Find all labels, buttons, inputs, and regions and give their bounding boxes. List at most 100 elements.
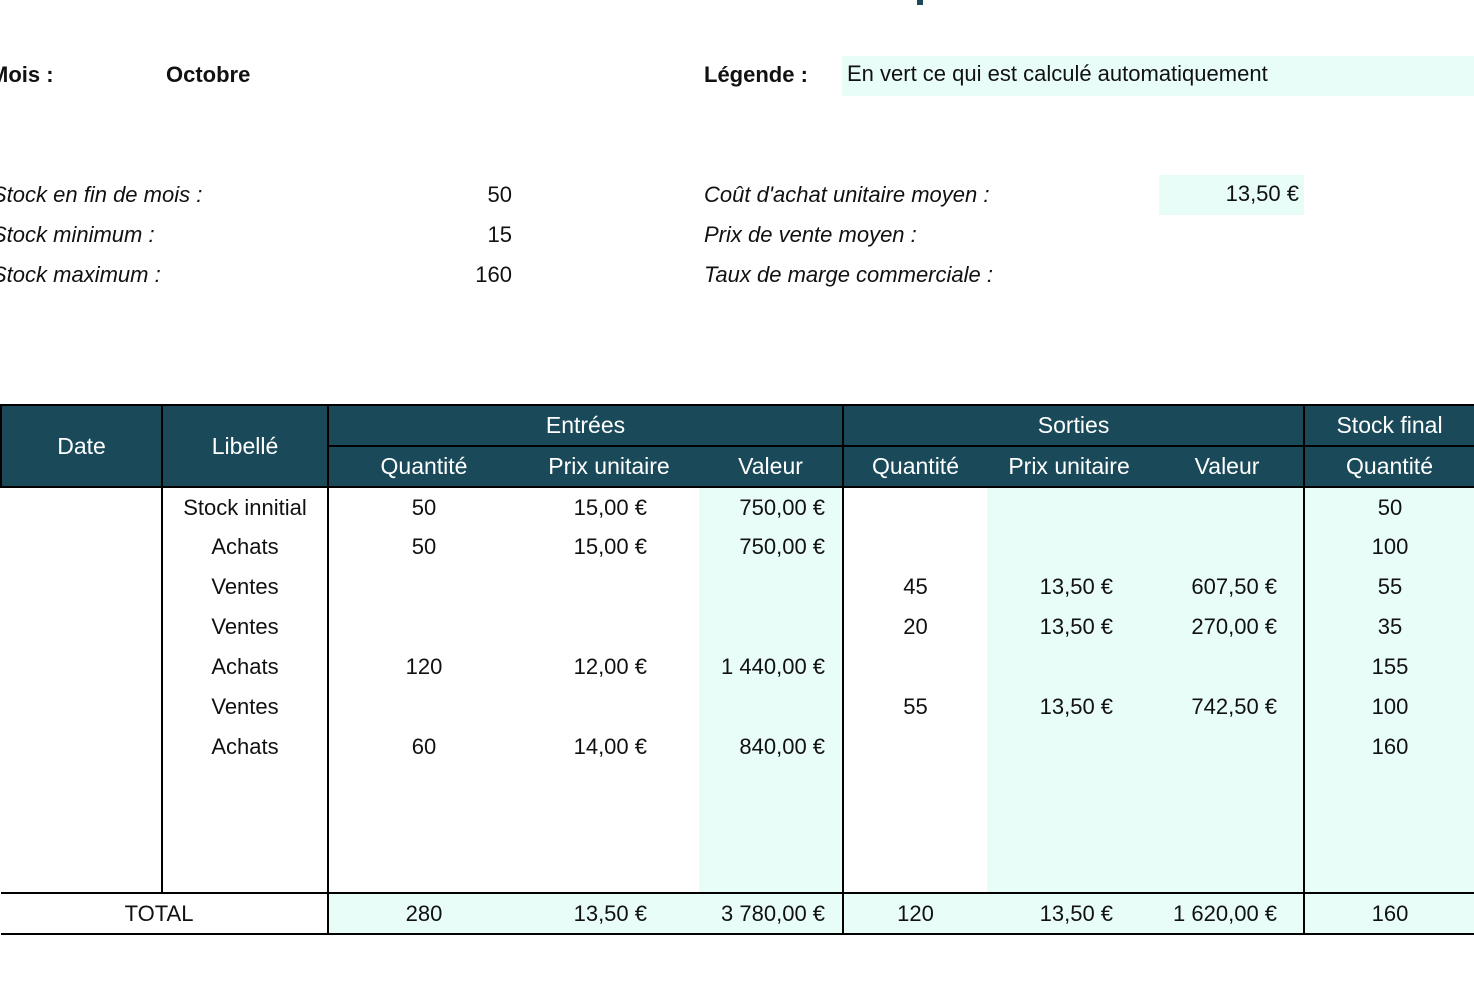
cell-e-qty[interactable]: 50 bbox=[327, 487, 519, 527]
cell-s-prix[interactable] bbox=[987, 727, 1152, 767]
cell-stock[interactable]: 100 bbox=[1303, 687, 1474, 727]
cell-stock[interactable]: 55 bbox=[1303, 567, 1474, 607]
empty-cell[interactable] bbox=[1, 767, 162, 893]
cell-date[interactable] bbox=[1, 607, 162, 647]
stock-max-value[interactable]: 160 bbox=[475, 262, 512, 287]
title-fragment bbox=[917, 0, 923, 5]
cell-e-qty[interactable]: 120 bbox=[327, 647, 519, 687]
cell-date[interactable] bbox=[1, 487, 162, 527]
cell-e-prix[interactable] bbox=[519, 687, 699, 727]
stock-fin-label: Stock en fin de mois : bbox=[0, 182, 203, 207]
cell-e-prix[interactable]: 12,00 € bbox=[573, 654, 647, 679]
cell-s-val[interactable] bbox=[1151, 647, 1305, 687]
cell-e-qty[interactable] bbox=[327, 567, 519, 607]
header-sorties: Sorties bbox=[842, 404, 1306, 447]
header-entrees: Entrées bbox=[326, 404, 845, 447]
cell-stock[interactable]: 100 bbox=[1303, 527, 1474, 567]
empty-cell[interactable] bbox=[327, 767, 519, 893]
cell-s-qty[interactable]: 55 bbox=[842, 687, 988, 727]
stock-fin-value[interactable]: 50 bbox=[487, 182, 512, 207]
cell-s-val[interactable]: 742,50 € bbox=[1151, 687, 1305, 727]
table-row: Achats 50 15,00 € 750,00 € 100 bbox=[1, 527, 1474, 567]
cell-s-val[interactable] bbox=[1151, 527, 1305, 567]
cell-s-qty[interactable]: 45 bbox=[842, 567, 988, 607]
cell-s-prix[interactable]: 13,50 € bbox=[987, 567, 1152, 607]
cell-s-prix[interactable] bbox=[987, 487, 1152, 527]
cell-date[interactable] bbox=[1, 687, 162, 727]
cell-e-val[interactable] bbox=[699, 687, 844, 727]
cell-e-val[interactable]: 750,00 € bbox=[699, 487, 844, 527]
table-row: Ventes 55 13,50 €742,50 €100 bbox=[1, 687, 1474, 727]
total-stock: 160 bbox=[1303, 892, 1474, 935]
cell-libelle[interactable]: Achats bbox=[161, 527, 328, 567]
total-e-prix: 13,50 € bbox=[519, 892, 699, 935]
cell-libelle[interactable]: Ventes bbox=[161, 567, 328, 607]
empty-cell[interactable] bbox=[1303, 767, 1474, 893]
cell-e-val[interactable] bbox=[699, 607, 844, 647]
table-row: Ventes 45 13,50 €607,50 €55 bbox=[1, 567, 1474, 607]
cell-s-prix[interactable] bbox=[987, 527, 1152, 567]
cell-e-prix[interactable]: 15,00 € bbox=[573, 494, 647, 520]
cell-libelle[interactable]: Stock innitial bbox=[161, 487, 328, 527]
cell-stock[interactable]: 35 bbox=[1303, 607, 1474, 647]
cell-e-val[interactable]: 750,00 € bbox=[699, 527, 844, 567]
empty-cell[interactable] bbox=[699, 767, 844, 893]
header-sorties-valeur: Valeur bbox=[1151, 445, 1306, 488]
cell-e-qty[interactable] bbox=[327, 687, 519, 727]
cell-stock[interactable]: 160 bbox=[1303, 727, 1474, 767]
cell-s-qty[interactable] bbox=[842, 647, 988, 687]
cell-s-val[interactable] bbox=[1151, 727, 1305, 767]
cell-s-prix[interactable]: 13,50 € bbox=[987, 607, 1152, 647]
cell-e-prix[interactable]: 15,00 € bbox=[573, 534, 647, 559]
empty-cell[interactable] bbox=[519, 767, 699, 893]
prix-vente-label: Prix de vente moyen : bbox=[704, 222, 917, 247]
cell-date[interactable] bbox=[1, 647, 162, 687]
cell-date[interactable] bbox=[1, 527, 162, 567]
total-row: TOTAL 280 13,50 €3 780,00 €120 13,50 €1 620… bbox=[1, 892, 1474, 935]
cell-s-prix[interactable] bbox=[987, 647, 1152, 687]
empty-cell[interactable] bbox=[987, 767, 1152, 893]
cell-e-val[interactable]: 840,00 € bbox=[699, 727, 844, 767]
header-entrees-valeur: Valeur bbox=[699, 445, 845, 488]
cell-s-val[interactable] bbox=[1151, 487, 1305, 527]
mois-value[interactable]: Octobre bbox=[166, 62, 251, 87]
cell-libelle[interactable]: Ventes bbox=[161, 607, 328, 647]
cell-e-val[interactable] bbox=[699, 567, 844, 607]
table-row: Ventes 20 13,50 €270,00 €35 bbox=[1, 607, 1474, 647]
cell-date[interactable] bbox=[1, 727, 162, 767]
cell-s-qty[interactable] bbox=[842, 727, 988, 767]
cell-e-prix[interactable]: 14,00 € bbox=[573, 734, 647, 759]
cell-s-val[interactable]: 270,00 € bbox=[1151, 607, 1305, 647]
empty-cell[interactable] bbox=[1151, 767, 1305, 893]
cell-s-prix[interactable]: 13,50 € bbox=[987, 687, 1152, 727]
header-entrees-quantite: Quantité bbox=[327, 445, 519, 488]
empty-cell[interactable] bbox=[161, 767, 328, 893]
cell-libelle[interactable]: Achats bbox=[161, 727, 328, 767]
cell-libelle[interactable]: Achats bbox=[161, 647, 328, 687]
cell-e-qty[interactable]: 50 bbox=[327, 527, 519, 567]
header-sorties-quantite: Quantité bbox=[842, 445, 988, 488]
stock-min-label: Stock minimum : bbox=[0, 222, 155, 247]
total-e-qty: 280 bbox=[327, 892, 519, 935]
cell-s-qty[interactable] bbox=[842, 487, 988, 527]
cell-e-prix[interactable] bbox=[519, 607, 699, 647]
cout-achat-label: Coût d'achat unitaire moyen : bbox=[704, 182, 990, 207]
empty-cell[interactable] bbox=[842, 767, 988, 893]
cell-date[interactable] bbox=[1, 567, 162, 607]
cell-e-qty[interactable] bbox=[327, 607, 519, 647]
mois-label: Mois : bbox=[0, 62, 54, 87]
total-s-prix: 13,50 € bbox=[987, 892, 1152, 935]
cell-stock[interactable]: 50 bbox=[1303, 487, 1474, 527]
cell-s-val[interactable]: 607,50 € bbox=[1151, 567, 1305, 607]
total-label: TOTAL bbox=[1, 892, 328, 935]
cell-e-prix[interactable] bbox=[519, 567, 699, 607]
stock-min-value[interactable]: 15 bbox=[487, 222, 512, 247]
empty-rows bbox=[1, 767, 1474, 893]
cell-s-qty[interactable]: 20 bbox=[842, 607, 988, 647]
cell-stock[interactable]: 155 bbox=[1303, 647, 1474, 687]
cell-e-qty[interactable]: 60 bbox=[327, 727, 519, 767]
cell-s-qty[interactable] bbox=[842, 527, 988, 567]
cell-libelle[interactable]: Ventes bbox=[161, 687, 328, 727]
cell-e-val[interactable]: 1 440,00 € bbox=[699, 647, 844, 687]
taux-marge-label: Taux de marge commerciale : bbox=[704, 262, 993, 287]
